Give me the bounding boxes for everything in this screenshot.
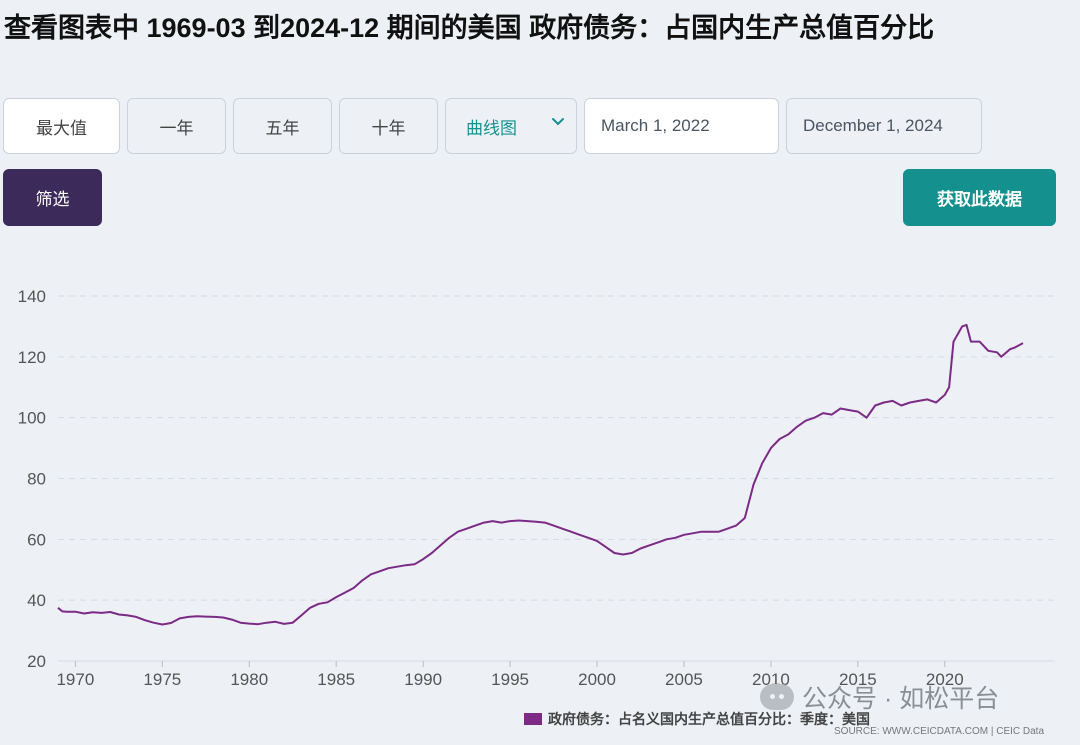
source-note: SOURCE: WWW.CEICDATA.COM | CEIC Data [834,726,1045,737]
x-tick-label: 1990 [404,670,442,689]
range-button-5y[interactable]: 五年 [233,98,332,154]
legend-label: 政府债务：占名义国内生产总值百分比：季度：美国 [548,711,870,727]
y-axis-ticks: 20 40 60 80 100 120 140 [18,287,46,671]
chart-type-label: 曲线图 [466,118,517,138]
y-tick-label: 100 [18,409,46,428]
x-tick-label: 2020 [926,670,964,689]
x-axis-ticks: 1970 1975 1980 1985 1990 1995 2000 2005 2010 2015… [56,661,964,689]
x-tick-label: 1980 [230,670,268,689]
series-line[interactable] [57,323,1024,626]
chart-type-select[interactable]: 曲线图 [445,98,577,154]
y-tick-label: 120 [18,348,46,367]
start-date-input[interactable]: March 1, 2022 [584,98,779,154]
y-tick-label: 60 [27,530,46,549]
x-tick-label: 2005 [665,670,703,689]
chart-legend[interactable]: 政府债务：占名义国内生产总值百分比：季度：美国 [524,709,870,729]
x-tick-label: 1985 [317,670,355,689]
range-button-10y[interactable]: 十年 [339,98,438,154]
watermark-text: 公众号 · 如松平台 [802,685,1000,713]
get-data-button[interactable]: 获取此数据 [903,169,1056,226]
range-button-1y[interactable]: 一年 [127,98,226,154]
chart-grid [58,295,1055,662]
x-tick-label: 1995 [491,670,529,689]
range-button-max[interactable]: 最大值 [3,98,120,154]
series-layer [57,323,1024,626]
chevron-down-icon [552,118,564,126]
x-tick-label: 1970 [56,670,94,689]
x-tick-label: 1975 [143,670,181,689]
y-tick-label: 140 [18,287,46,306]
legend-swatch [524,713,542,725]
wechat-icon [760,684,794,710]
filter-button[interactable]: 筛选 [3,169,102,226]
y-tick-label: 80 [27,470,46,489]
watermark: 公众号 · 如松平台 [760,679,999,715]
page-title: 查看图表中 1969-03 到2024-12 期间的美国 政府债务：占国内生产总… [4,13,935,43]
end-date-input[interactable]: December 1, 2024 [786,98,982,154]
y-tick-label: 20 [27,652,46,671]
line-chart: 20 40 60 80 100 120 140 1970 1975 1980 1985 1990 19… [18,287,1055,689]
x-tick-label: 2000 [578,670,616,689]
x-tick-label: 2015 [839,670,877,689]
y-tick-label: 40 [27,591,46,610]
